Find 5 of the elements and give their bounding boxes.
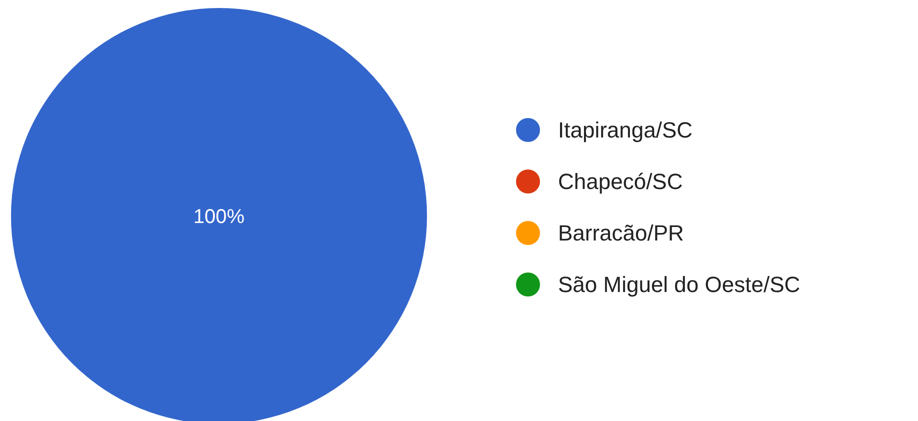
legend-label: Barracão/PR — [558, 220, 684, 246]
legend-label: São Miguel do Oeste/SC — [558, 272, 800, 298]
legend-label: Chapecó/SC — [558, 169, 683, 194]
legend-label: Itapiranga/SC — [558, 118, 693, 143]
data-label: 100% — [193, 206, 245, 228]
